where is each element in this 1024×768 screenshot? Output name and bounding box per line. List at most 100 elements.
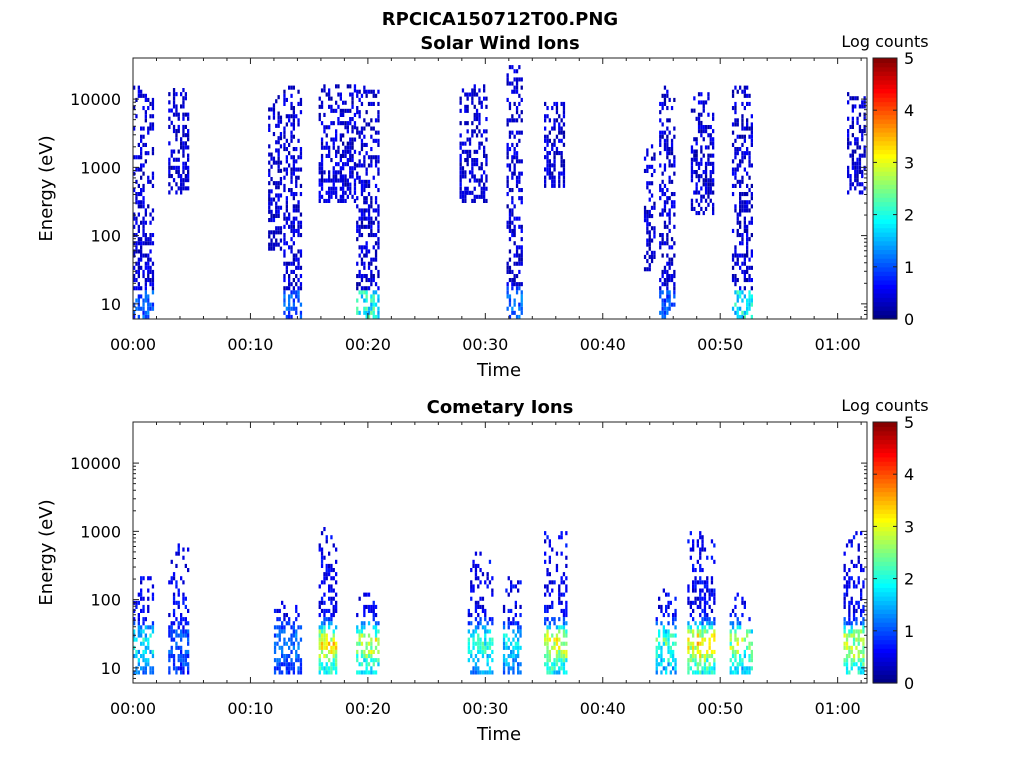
cell xyxy=(565,588,568,593)
cell xyxy=(142,298,145,303)
cell xyxy=(187,568,190,573)
cell xyxy=(180,190,183,195)
cell xyxy=(548,621,551,626)
cell xyxy=(292,147,295,152)
cell xyxy=(330,662,333,667)
cell xyxy=(706,600,709,605)
cell xyxy=(661,306,664,311)
cell xyxy=(356,175,359,180)
cell xyxy=(339,198,342,203)
cell xyxy=(365,179,368,184)
cell xyxy=(565,563,568,568)
cell xyxy=(712,129,715,134)
cell xyxy=(356,196,359,201)
cell xyxy=(328,104,331,109)
cell xyxy=(137,600,140,605)
cell xyxy=(667,600,670,605)
cell xyxy=(297,220,300,225)
cell xyxy=(544,617,547,622)
y-tick-label: 10 xyxy=(101,295,121,314)
cell xyxy=(151,175,155,180)
cell xyxy=(144,298,147,303)
cell xyxy=(518,282,521,287)
cell xyxy=(374,163,378,168)
cell xyxy=(358,216,361,221)
cell xyxy=(713,637,716,642)
cell xyxy=(297,228,300,233)
cell xyxy=(548,138,551,143)
cell xyxy=(342,182,345,187)
cell xyxy=(320,555,324,560)
cell xyxy=(693,96,696,101)
cell xyxy=(290,306,293,311)
cell xyxy=(140,175,143,180)
cell xyxy=(273,645,277,650)
cell xyxy=(731,122,735,127)
cell xyxy=(365,224,368,229)
cell xyxy=(646,222,649,227)
cell xyxy=(845,637,849,642)
cell xyxy=(852,563,856,568)
cell xyxy=(346,141,349,146)
cell xyxy=(558,637,561,642)
cell xyxy=(562,649,566,654)
colorbar-segment xyxy=(873,223,897,229)
cell xyxy=(857,543,860,548)
cell xyxy=(741,670,744,675)
cell xyxy=(520,97,523,102)
cell xyxy=(479,645,482,650)
cell xyxy=(471,129,474,134)
cell xyxy=(697,174,701,179)
cell xyxy=(515,290,519,295)
cell xyxy=(560,608,563,613)
cell xyxy=(743,155,746,160)
colorbar-segment xyxy=(873,88,897,94)
cell xyxy=(374,249,378,254)
cell xyxy=(690,161,694,166)
cell xyxy=(168,649,171,654)
cell xyxy=(290,269,293,274)
cell xyxy=(668,302,671,307)
cell xyxy=(517,637,520,642)
colorbar-tick-label: 3 xyxy=(904,517,914,536)
cell xyxy=(485,96,488,101)
cell xyxy=(135,245,138,250)
cell xyxy=(514,604,517,609)
cell xyxy=(480,186,483,191)
cell xyxy=(370,641,373,646)
cell xyxy=(548,654,551,659)
y-tick-label: 10000 xyxy=(70,454,121,473)
cell xyxy=(700,125,703,130)
cell xyxy=(862,584,865,589)
cell xyxy=(273,633,277,638)
cell xyxy=(696,539,699,544)
cell xyxy=(140,265,143,270)
cell xyxy=(140,138,143,143)
cell xyxy=(736,212,739,217)
cell xyxy=(697,190,701,195)
cell xyxy=(485,129,488,134)
cell xyxy=(666,155,669,160)
cell xyxy=(358,290,361,295)
cell xyxy=(694,568,697,573)
cell xyxy=(133,637,136,642)
cell xyxy=(360,179,364,184)
cell xyxy=(553,175,556,180)
colorbar-segment xyxy=(873,639,897,645)
cell xyxy=(848,568,851,573)
cell xyxy=(507,670,510,675)
cell xyxy=(177,633,180,638)
cell xyxy=(147,298,150,303)
cell xyxy=(741,269,744,274)
cell xyxy=(370,224,373,229)
cell xyxy=(472,670,475,675)
cell xyxy=(466,92,469,97)
cell xyxy=(177,174,180,179)
cell xyxy=(142,134,145,139)
cell xyxy=(485,178,488,183)
cell xyxy=(370,658,373,663)
cell xyxy=(147,241,150,246)
cell xyxy=(697,92,701,97)
cell xyxy=(515,110,519,115)
cell xyxy=(660,645,663,650)
